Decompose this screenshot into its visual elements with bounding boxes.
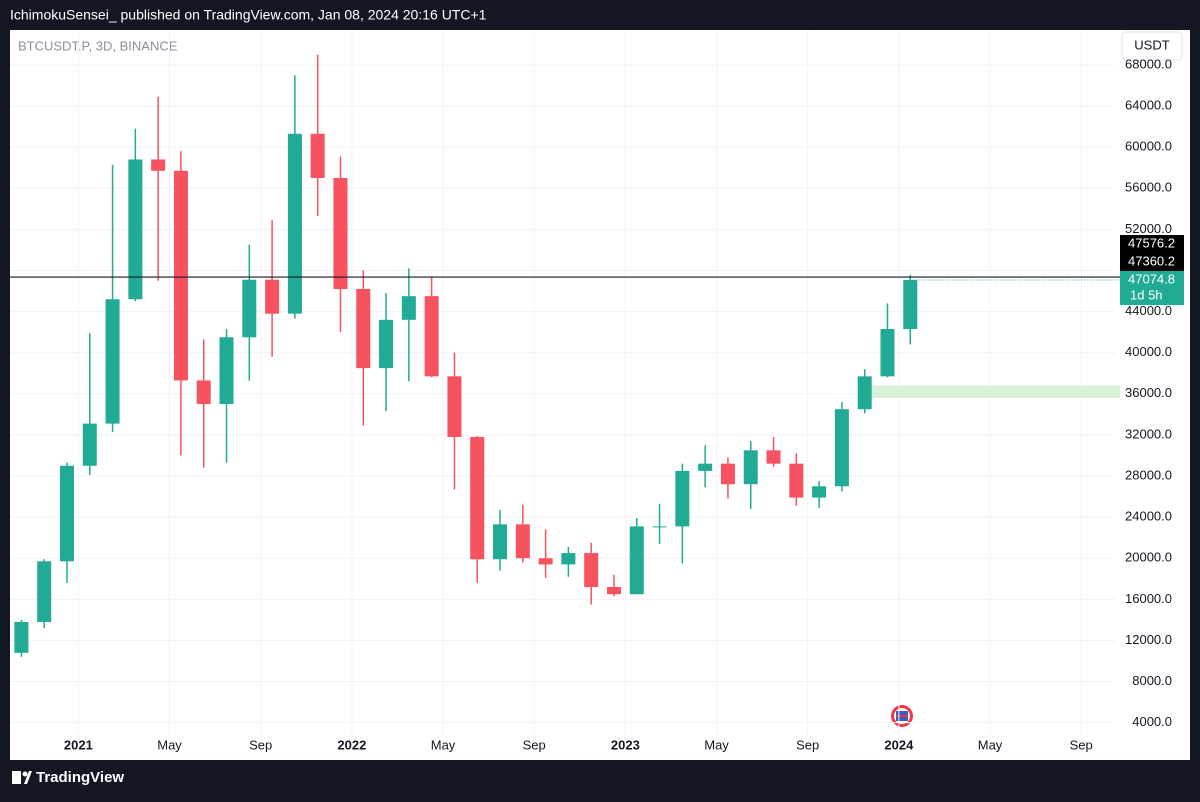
candle-body <box>538 558 553 565</box>
y-tick-label: 68000.0 <box>1125 56 1172 71</box>
y-tick-label: 36000.0 <box>1125 385 1172 400</box>
y-tick-label: 4000.0 <box>1132 714 1172 729</box>
y-tick-label: 56000.0 <box>1125 180 1172 195</box>
y-tick-label: 8000.0 <box>1132 673 1172 688</box>
candle-body <box>379 319 394 369</box>
candle-body <box>698 463 713 471</box>
last-price-label: 47074.8 <box>1128 271 1175 286</box>
candle-body <box>812 486 827 498</box>
y-tick-label: 24000.0 <box>1125 509 1172 524</box>
candle-body <box>493 524 508 560</box>
candle-body <box>105 299 120 424</box>
y-tick-label: 64000.0 <box>1125 97 1172 112</box>
published-note: IchimokuSensei_ published on TradingView… <box>10 7 487 23</box>
high-label-box <box>1120 235 1184 253</box>
candle-body <box>310 133 325 178</box>
x-tick-label: 2024 <box>884 737 914 752</box>
candle-body <box>242 279 257 338</box>
y-tick-label: 52000.0 <box>1125 221 1172 236</box>
candle-body <box>447 376 462 437</box>
currency-button[interactable] <box>1121 31 1183 61</box>
candle-body <box>629 526 644 595</box>
candle-body <box>333 177 348 289</box>
candle-body <box>834 409 849 487</box>
candle-body <box>766 450 781 464</box>
candle-body <box>401 296 416 320</box>
y-tick-label: 44000.0 <box>1125 303 1172 318</box>
y-tick-label: 40000.0 <box>1125 344 1172 359</box>
x-tick-label: May <box>431 737 456 752</box>
candle-body <box>82 423 97 466</box>
candle-body <box>59 465 74 562</box>
candle-body <box>606 587 621 595</box>
candle-body <box>196 380 211 405</box>
x-tick-label: May <box>157 737 182 752</box>
candle-body <box>515 524 530 559</box>
candle-body <box>584 553 599 588</box>
candle-body <box>128 159 143 300</box>
flag-icon <box>891 705 913 727</box>
x-tick-label: 2021 <box>64 737 93 752</box>
y-tick-label: 20000.0 <box>1125 550 1172 565</box>
x-tick-label: Sep <box>249 737 272 752</box>
x-tick-label: May <box>704 737 729 752</box>
line-label: 47360.2 <box>1128 253 1175 268</box>
countdown: 1d 5h <box>1130 287 1163 302</box>
candle-body <box>789 463 804 498</box>
line-label-box <box>1120 253 1184 271</box>
zone <box>869 385 1120 398</box>
x-tick-label: Sep <box>523 737 546 752</box>
symbol: BTCUSDT.P, 3D, BINANCE <box>18 38 178 53</box>
high-label: 47576.2 <box>1128 235 1175 250</box>
candle-body <box>652 526 667 528</box>
last-price-box <box>1120 271 1184 305</box>
candle-body <box>470 436 485 560</box>
x-tick-label: 2023 <box>611 737 640 752</box>
candle-body <box>857 376 872 410</box>
candle-body <box>219 337 234 405</box>
candle-body <box>720 463 735 485</box>
candle-body <box>356 288 371 369</box>
y-tick-label: 32000.0 <box>1125 426 1172 441</box>
candle-body <box>151 159 166 171</box>
candle-body <box>37 561 52 622</box>
x-tick-label: Sep <box>1070 737 1093 752</box>
candle-body <box>14 621 29 653</box>
candle-body <box>903 279 918 330</box>
footer-brand: TradingView <box>36 769 124 786</box>
x-tick-label: Sep <box>796 737 819 752</box>
candle-body <box>265 279 280 314</box>
y-tick-label: 28000.0 <box>1125 467 1172 482</box>
candle-body <box>880 329 895 377</box>
candle-body <box>424 296 439 377</box>
candle-body <box>173 170 188 381</box>
candle-body <box>287 133 302 314</box>
y-tick-label: 16000.0 <box>1125 591 1172 606</box>
x-tick-label: 2022 <box>337 737 366 752</box>
y-tick-label: 12000.0 <box>1125 632 1172 647</box>
candle-body <box>675 470 690 527</box>
footer-logo <box>12 771 32 784</box>
x-tick-label: May <box>978 737 1003 752</box>
candle-body <box>561 553 576 565</box>
candle-body <box>743 450 758 485</box>
currency[interactable]: USDT <box>1134 37 1169 52</box>
y-tick-label: 60000.0 <box>1125 139 1172 154</box>
